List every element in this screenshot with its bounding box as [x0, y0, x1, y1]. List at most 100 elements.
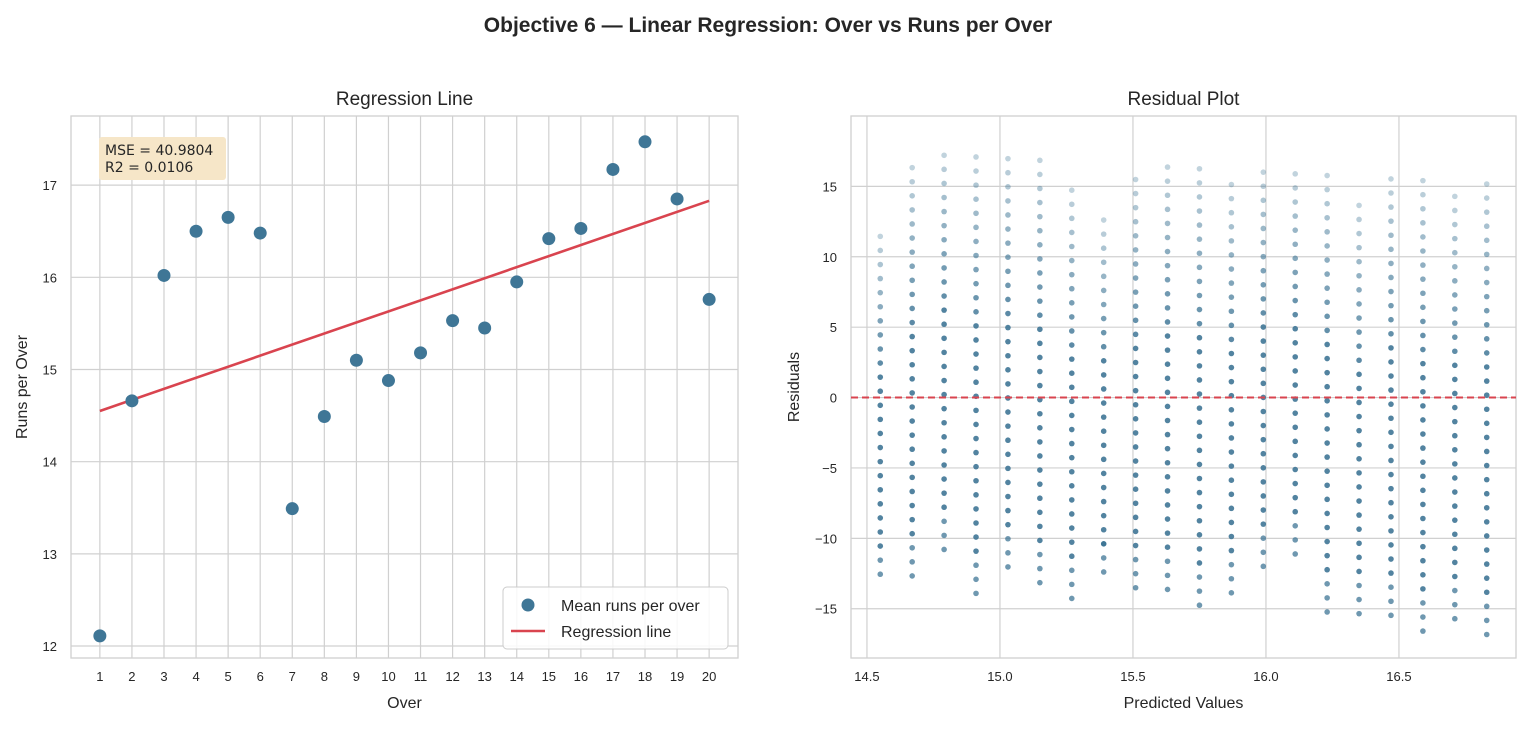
residual-point: [1100, 287, 1107, 294]
residual-point: [1132, 204, 1139, 211]
regression-x-ticks: 1 2 3 4 5 6 7 8 9 10 11 12 13 14 15 16 17 18 19 20: [96, 669, 716, 684]
residual-point: [1005, 451, 1011, 458]
residual-point: [1005, 324, 1011, 331]
residual-point: [1100, 386, 1107, 392]
x-tick-label: 15.5: [1120, 669, 1145, 684]
residual-point: [1356, 216, 1362, 223]
y-tick-label: 5: [830, 320, 837, 335]
y-tick-label: 17: [43, 178, 57, 193]
data-point: [381, 374, 395, 388]
residual-point: [877, 458, 884, 465]
residual-point: [1324, 524, 1330, 531]
residual-point: [1005, 282, 1011, 289]
regression-line: [99, 199, 710, 413]
residual-point: [941, 349, 947, 356]
residual-point: [941, 180, 947, 187]
residual-point: [1388, 232, 1394, 239]
residual-point: [1388, 556, 1394, 562]
residual-point: [877, 571, 884, 578]
data-point: [349, 353, 363, 367]
residual-point: [1196, 546, 1203, 552]
residual-point: [1388, 387, 1394, 393]
residual-point: [1452, 235, 1458, 242]
residual-point: [1164, 389, 1171, 396]
residual-point: [973, 252, 979, 259]
residual-point: [1196, 236, 1203, 242]
residual-point: [941, 152, 947, 159]
residual-point: [1100, 217, 1107, 223]
residual-point: [1196, 419, 1203, 425]
residual-point: [1260, 493, 1267, 499]
stats-annotation-box: [99, 137, 226, 180]
residual-point: [1324, 243, 1330, 249]
residual-point: [1068, 300, 1075, 306]
residual-point: [909, 178, 915, 185]
residual-point: [1100, 315, 1107, 322]
residual-point: [1388, 246, 1394, 253]
residual-point: [1483, 321, 1490, 328]
residual-point: [1483, 476, 1490, 483]
residual-point: [1037, 185, 1043, 192]
residual-point: [1100, 541, 1107, 547]
residual-point: [1356, 582, 1362, 589]
residual-point: [1196, 517, 1203, 524]
residual-point: [1132, 472, 1139, 478]
residual-point: [1068, 398, 1075, 405]
residual-point: [1388, 429, 1394, 436]
residual-x-label: Predicted Values: [1124, 695, 1244, 712]
residual-point: [1324, 229, 1330, 235]
y-tick-label: 10: [823, 250, 837, 265]
residual-point: [1388, 443, 1394, 450]
residual-point: [1420, 557, 1426, 564]
residual-point: [1005, 535, 1011, 542]
residual-point: [1452, 615, 1458, 622]
residual-point: [1228, 294, 1235, 300]
residual-point: [941, 363, 947, 370]
residual-point: [1037, 199, 1043, 206]
residual-point: [1452, 362, 1458, 369]
residual-point: [1164, 248, 1171, 255]
regression-legend: Mean runs per over Regression line: [502, 586, 729, 650]
residual-point: [1292, 339, 1299, 346]
residual-point: [1132, 584, 1139, 591]
residual-point: [1452, 263, 1458, 270]
y-tick-label: 16: [43, 270, 57, 285]
residual-point: [1420, 529, 1426, 536]
residual-point: [1005, 212, 1011, 218]
residual-point: [909, 305, 915, 312]
residual-point: [1164, 558, 1171, 565]
residual-point: [1100, 456, 1107, 463]
residual-point: [1452, 334, 1458, 340]
regression-axes-frame: [70, 115, 739, 659]
residual-point: [1292, 508, 1299, 515]
residual-point: [1324, 383, 1330, 390]
x-tick-label: 3: [160, 669, 167, 684]
residual-point: [1037, 509, 1043, 516]
residual-point: [1164, 206, 1171, 213]
residual-point: [1356, 540, 1362, 547]
residual-point: [1324, 609, 1330, 615]
residual-point: [1228, 505, 1235, 512]
residual-point: [1420, 445, 1426, 451]
residual-point: [1292, 354, 1299, 360]
residual-point: [1420, 262, 1426, 268]
residual-point: [1388, 471, 1394, 478]
residual-point: [941, 448, 947, 454]
residual-point: [1452, 545, 1458, 552]
residual-point: [1068, 328, 1075, 334]
residual-point: [1420, 543, 1426, 550]
data-point: [93, 629, 107, 643]
residual-point: [973, 365, 979, 371]
residual-point: [1196, 264, 1203, 271]
residual-point: [1228, 322, 1235, 329]
residual-point: [1292, 269, 1299, 276]
residual-point: [1228, 336, 1235, 343]
residual-point: [877, 360, 884, 366]
residual-point: [1260, 267, 1267, 274]
residual-point: [1420, 501, 1426, 508]
residual-point: [1196, 433, 1203, 440]
residual-point: [909, 516, 915, 523]
residual-point: [1292, 325, 1299, 332]
residual-point: [973, 548, 979, 554]
residual-point: [1452, 601, 1458, 608]
